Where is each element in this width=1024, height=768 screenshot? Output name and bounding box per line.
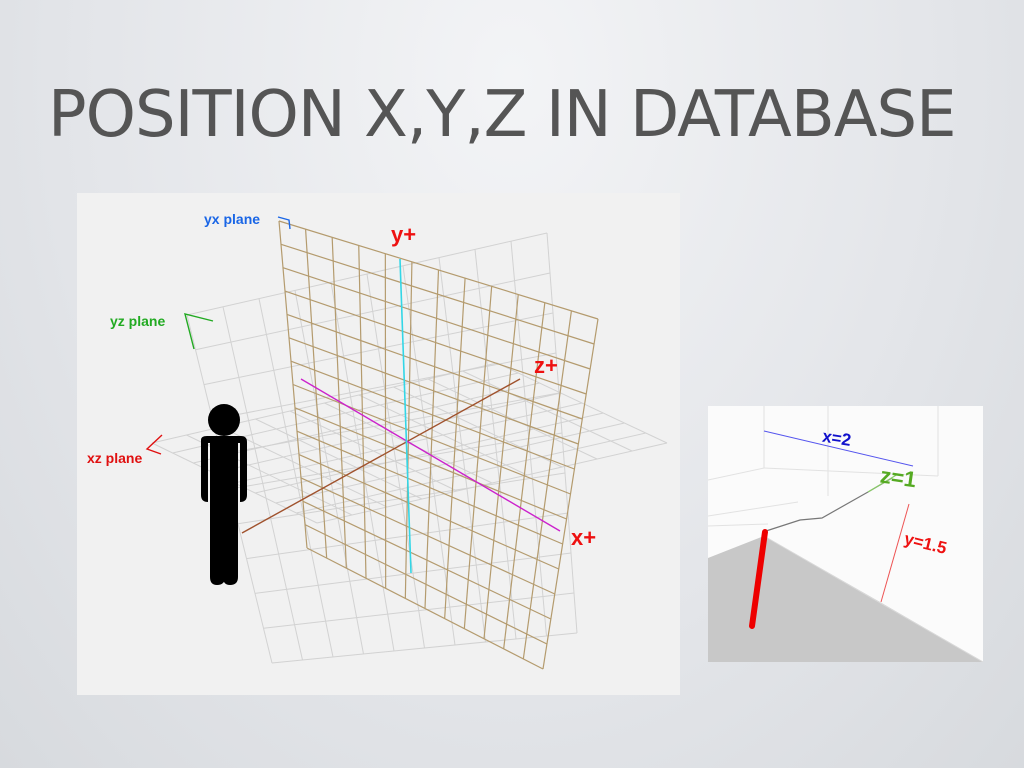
y-axis-label: y+ (391, 222, 416, 247)
x-value-label: x=2 (821, 427, 852, 450)
z-measure-line-tip (867, 473, 899, 493)
xz-plane-label: xz plane (87, 450, 142, 466)
yx-plane-label: yx plane (204, 211, 260, 227)
y-value-label: y=1.5 (902, 529, 948, 558)
axes-diagram: y+ z+ x+ yx plane yz plane xz plane (77, 193, 680, 695)
y-measure-line (880, 503, 910, 603)
z-value-label: z=1 (879, 463, 918, 493)
inset-floor (708, 536, 983, 662)
yx-plane-marker (277, 216, 291, 230)
position-marker (749, 529, 768, 629)
z-axis-line (241, 378, 521, 534)
x-axis-label: x+ (571, 525, 596, 550)
inset-floor-edge (763, 535, 983, 662)
yx-plane-grid (278, 220, 599, 670)
z-axis-label: z+ (534, 353, 558, 378)
yz-plane-label: yz plane (110, 313, 165, 329)
yz-plane-marker (184, 313, 214, 350)
xz-plane-marker (145, 434, 163, 455)
slide-title: POSITION X,Y,Z IN DATABASE (48, 78, 957, 152)
x-axis-line (300, 378, 561, 532)
background-grid (151, 232, 668, 664)
x-measure-line (763, 430, 914, 467)
axes-diagram-canvas: y+ z+ x+ yx plane yz plane xz plane (87, 211, 668, 670)
y-axis-line (399, 258, 412, 574)
position-inset: x=2 z=1 y=1.5 (708, 406, 983, 662)
person-icon (201, 404, 247, 585)
position-inset-canvas: x=2 z=1 y=1.5 (708, 406, 983, 662)
inset-room-grid (708, 406, 939, 527)
